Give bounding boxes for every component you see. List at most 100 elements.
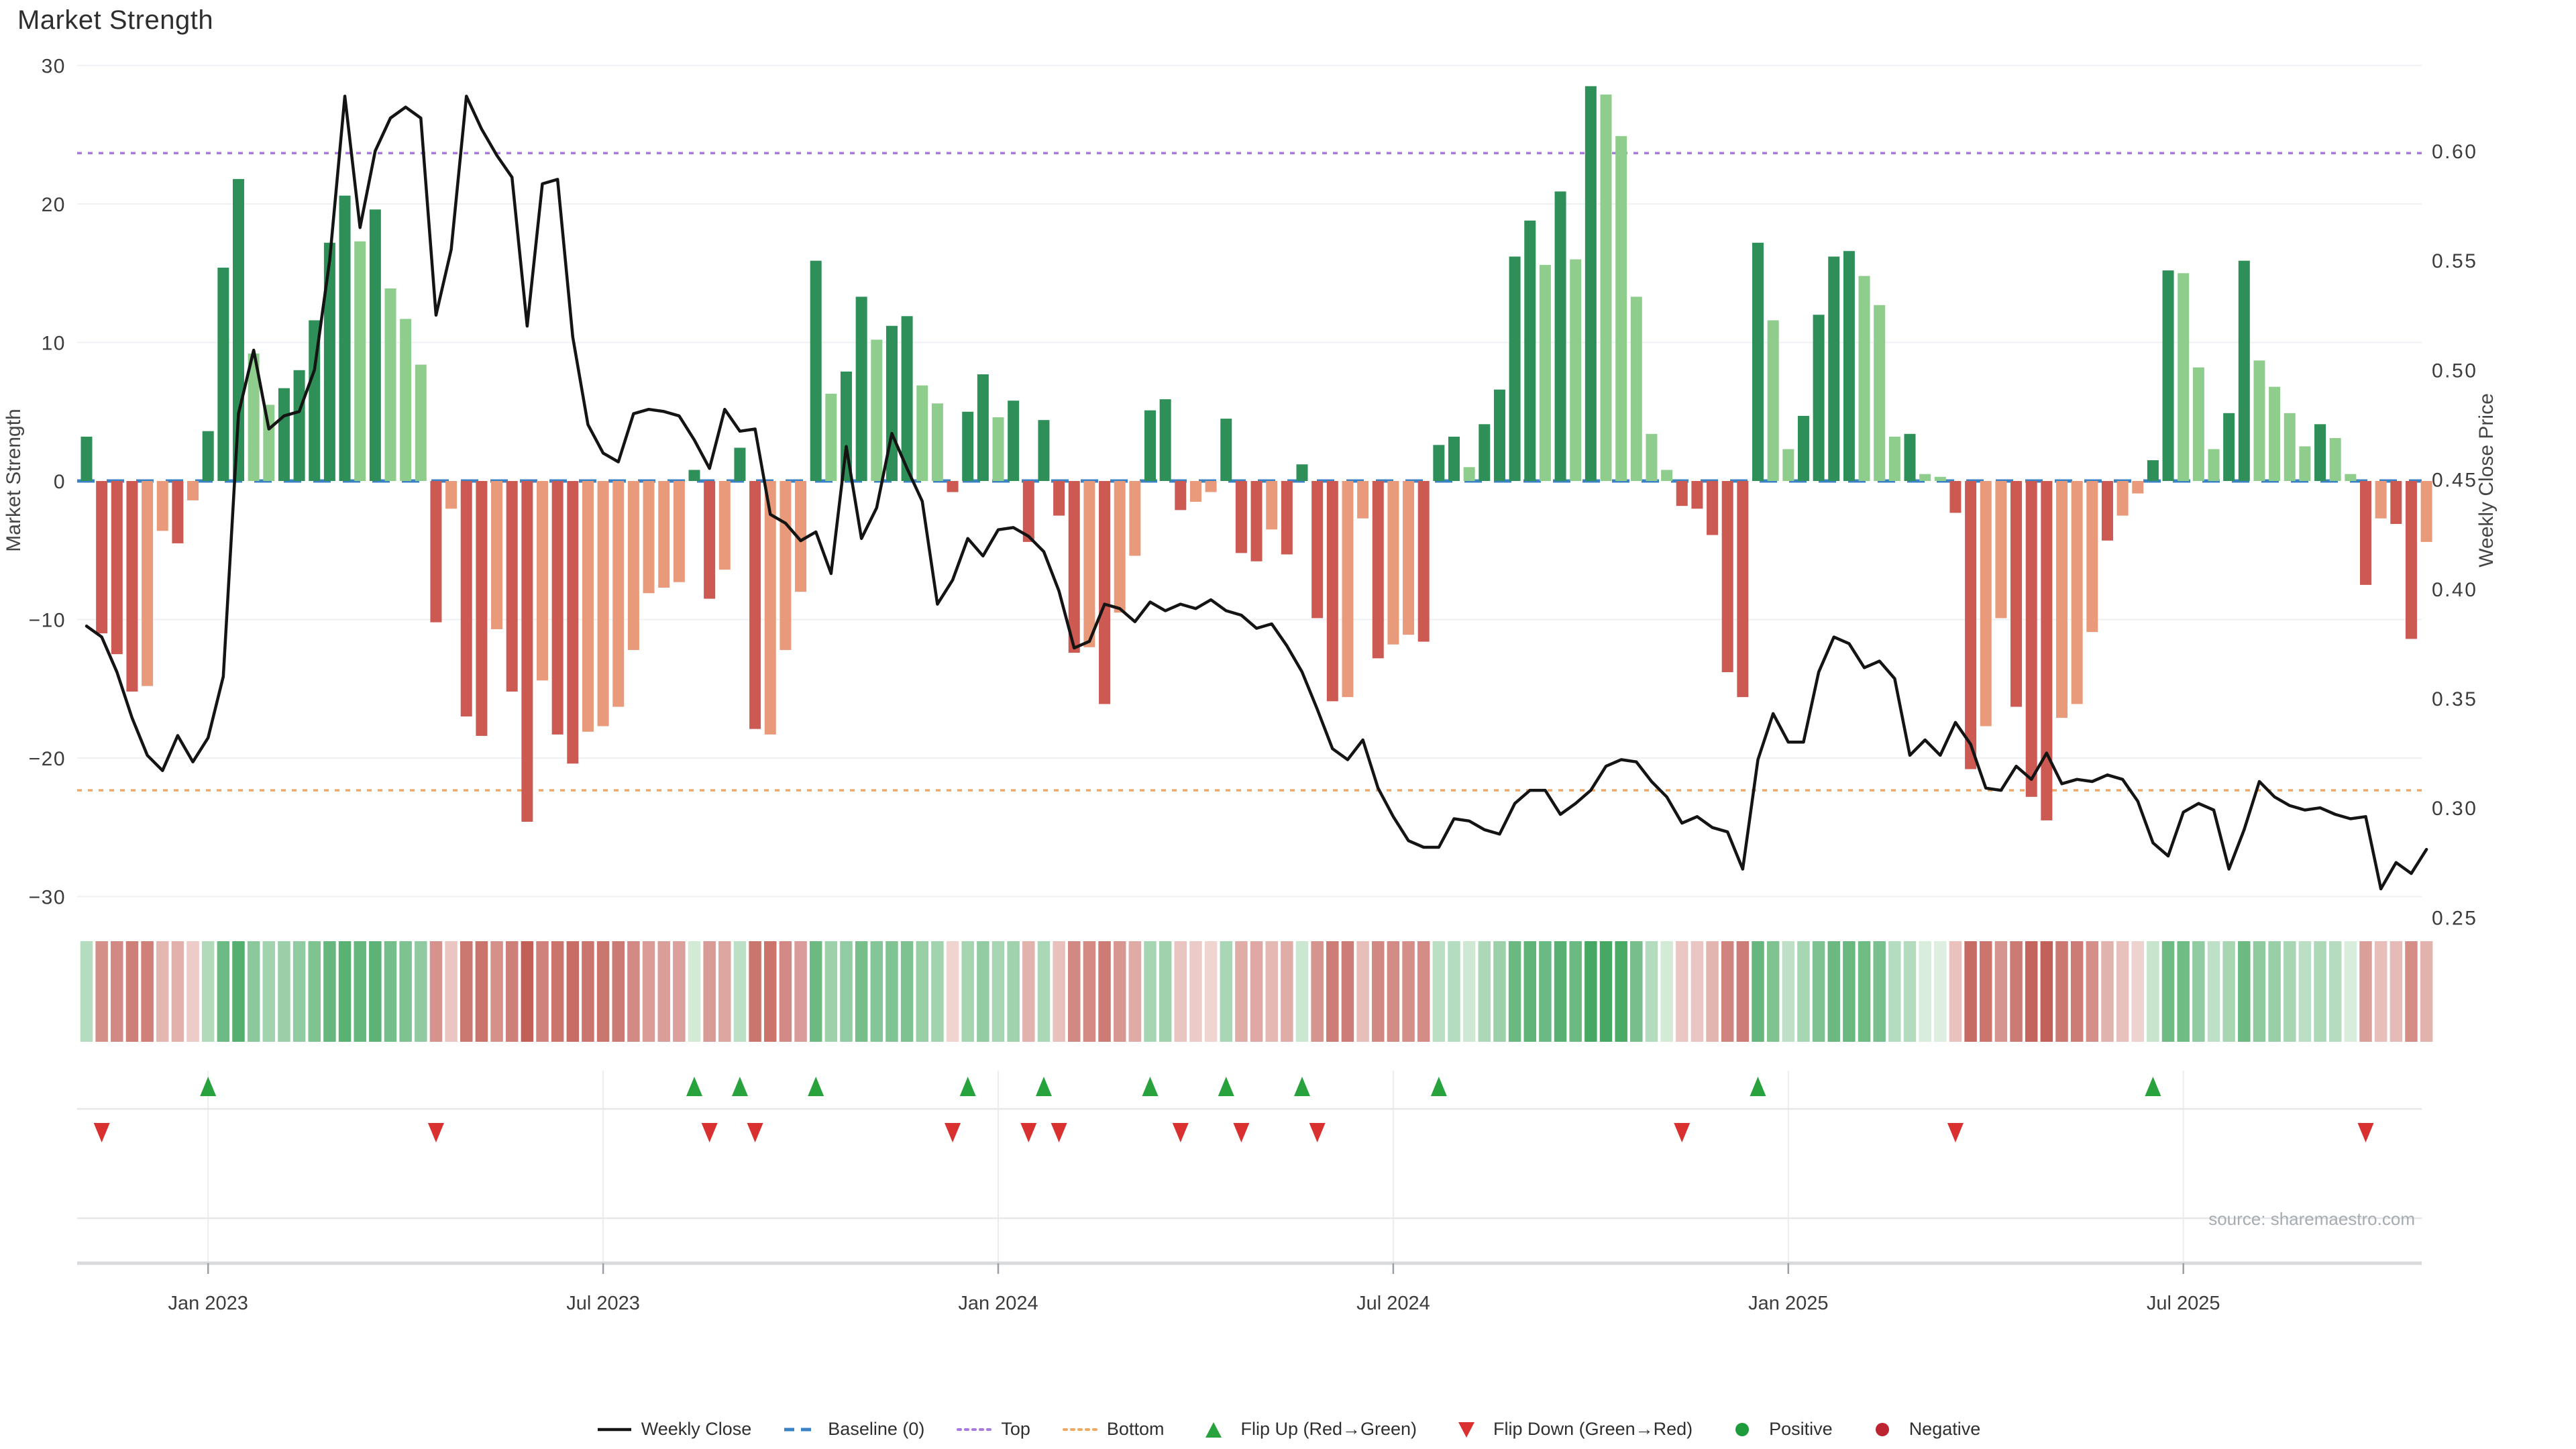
heatmap-cell	[1585, 941, 1597, 1042]
heatmap-cell	[201, 941, 215, 1042]
heatmap-cell	[1083, 941, 1096, 1042]
heatmap-cell	[794, 941, 807, 1042]
x-tick-label: Jul 2023	[566, 1293, 640, 1314]
positive-bar	[1509, 256, 1521, 481]
heatmap-cell	[1782, 941, 1795, 1042]
legend-item-flip-down-green-red[interactable]: Flip Down (Green→Red)	[1448, 1419, 1693, 1440]
heatmap-cell	[2116, 941, 2129, 1042]
heatmap-cell	[1356, 941, 1369, 1042]
negative-bar	[1372, 481, 1384, 659]
positive-bar	[217, 267, 229, 481]
flip-down-marker	[1172, 1123, 1189, 1142]
heatmap-cell	[1007, 941, 1020, 1042]
heatmap-cell	[688, 941, 701, 1042]
heatmap-cell	[1295, 941, 1309, 1042]
heatmap-cell	[1113, 941, 1126, 1042]
heatmap-cell	[1265, 941, 1278, 1042]
negative-bar	[521, 481, 533, 822]
legend-item-weekly-close[interactable]: Weekly Close	[596, 1419, 751, 1440]
heatmap-cell	[824, 941, 838, 1042]
positive-bar	[2208, 449, 2220, 481]
heatmap-cell	[232, 941, 245, 1042]
positive-bar	[80, 436, 93, 481]
heatmap-cell	[2344, 941, 2357, 1042]
negative-bar	[764, 481, 776, 735]
legend-item-flip-up-red-green[interactable]: Flip Up (Red→Green)	[1195, 1419, 1417, 1440]
legend-item-negative[interactable]: Negative	[1864, 1419, 1981, 1440]
x-tick-label: Jul 2025	[2147, 1293, 2220, 1314]
flip-down-marker	[1233, 1123, 1250, 1142]
negative-bar	[567, 481, 579, 764]
heatmap-cell	[2147, 941, 2159, 1042]
y-right-tick-label: 0.50	[2432, 360, 2477, 382]
negative-bar	[2116, 481, 2129, 516]
negative-bar	[1737, 481, 1749, 698]
positive-bar	[1813, 315, 1825, 481]
heatmap-cell	[1311, 941, 1324, 1042]
heatmap-cell	[1858, 941, 1871, 1042]
heatmap-cell	[1189, 941, 1202, 1042]
heatmap-cell	[1812, 941, 1825, 1042]
heatmap-cell	[1128, 941, 1142, 1042]
heatmap-cell	[1919, 941, 1931, 1042]
heatmap-cell	[1250, 941, 1263, 1042]
heatmap-cell	[1068, 941, 1081, 1042]
heatmap-cell	[870, 941, 883, 1042]
legend-item-top[interactable]: Top	[955, 1419, 1030, 1440]
negative-bar	[1129, 481, 1141, 556]
heatmap-cell	[141, 941, 154, 1042]
heatmap-cell	[931, 941, 944, 1042]
positive-bar	[339, 195, 351, 481]
negative-bar	[1387, 481, 1399, 645]
negative-bar	[2375, 481, 2387, 519]
heatmap-cell	[2207, 941, 2220, 1042]
heatmap-cell	[779, 941, 792, 1042]
flip-down-marker	[1051, 1123, 1067, 1142]
negative-bar	[1326, 481, 1338, 702]
y-right-tick-label: 0.55	[2432, 250, 2477, 272]
positive-bar	[1646, 433, 1658, 481]
heatmap-cell	[2359, 941, 2372, 1042]
negative-bar	[1083, 481, 1095, 647]
negative-bar	[506, 481, 518, 692]
legend-item-baseline-0[interactable]: Baseline (0)	[782, 1419, 924, 1440]
y-left-tick-label: −10	[29, 610, 66, 632]
legend-item-positive[interactable]: Positive	[1723, 1419, 1833, 1440]
dotted-swatch-icon	[1062, 1428, 1097, 1431]
positive-bar	[1159, 399, 1171, 481]
triangle-up-swatch-icon	[1205, 1421, 1222, 1438]
negative-bar	[1676, 481, 1688, 506]
positive-bar	[369, 209, 381, 481]
positive-bar	[1782, 449, 1794, 481]
heatmap-cell	[338, 941, 352, 1042]
negative-bar	[627, 481, 639, 650]
price-line	[85, 95, 2428, 891]
heatmap-cell	[2298, 941, 2312, 1042]
legend-item-label: Negative	[1909, 1419, 1981, 1439]
positive-bar	[825, 393, 837, 481]
heatmap-cell	[1888, 941, 1901, 1042]
negative-bar	[430, 481, 442, 623]
heatmap-cell	[186, 941, 199, 1042]
flip-down-marker	[945, 1123, 961, 1142]
heatmap-cell	[2328, 941, 2342, 1042]
negative-bar	[1266, 481, 1278, 530]
flip-up-marker	[1750, 1077, 1766, 1096]
heatmap-cell	[2025, 941, 2038, 1042]
heatmap-cell	[582, 941, 594, 1042]
heatmap-cell	[1478, 941, 1491, 1042]
legend-item-label: Top	[1001, 1419, 1030, 1439]
heatmap-cell	[1766, 941, 1780, 1042]
negative-bar	[718, 481, 731, 570]
positive-bar	[962, 411, 974, 481]
positive-bar	[2223, 413, 2235, 481]
heatmap-cell	[2010, 941, 2023, 1042]
legend-item-bottom[interactable]: Bottom	[1061, 1419, 1164, 1440]
heatmap-cell	[900, 941, 914, 1042]
negative-bar	[658, 481, 670, 588]
positive-bar	[2178, 273, 2190, 481]
heatmap-cell	[1690, 941, 1704, 1042]
positive-bar	[2253, 360, 2265, 481]
heatmap-cell	[1159, 941, 1172, 1042]
flip-down-marker	[701, 1123, 718, 1142]
